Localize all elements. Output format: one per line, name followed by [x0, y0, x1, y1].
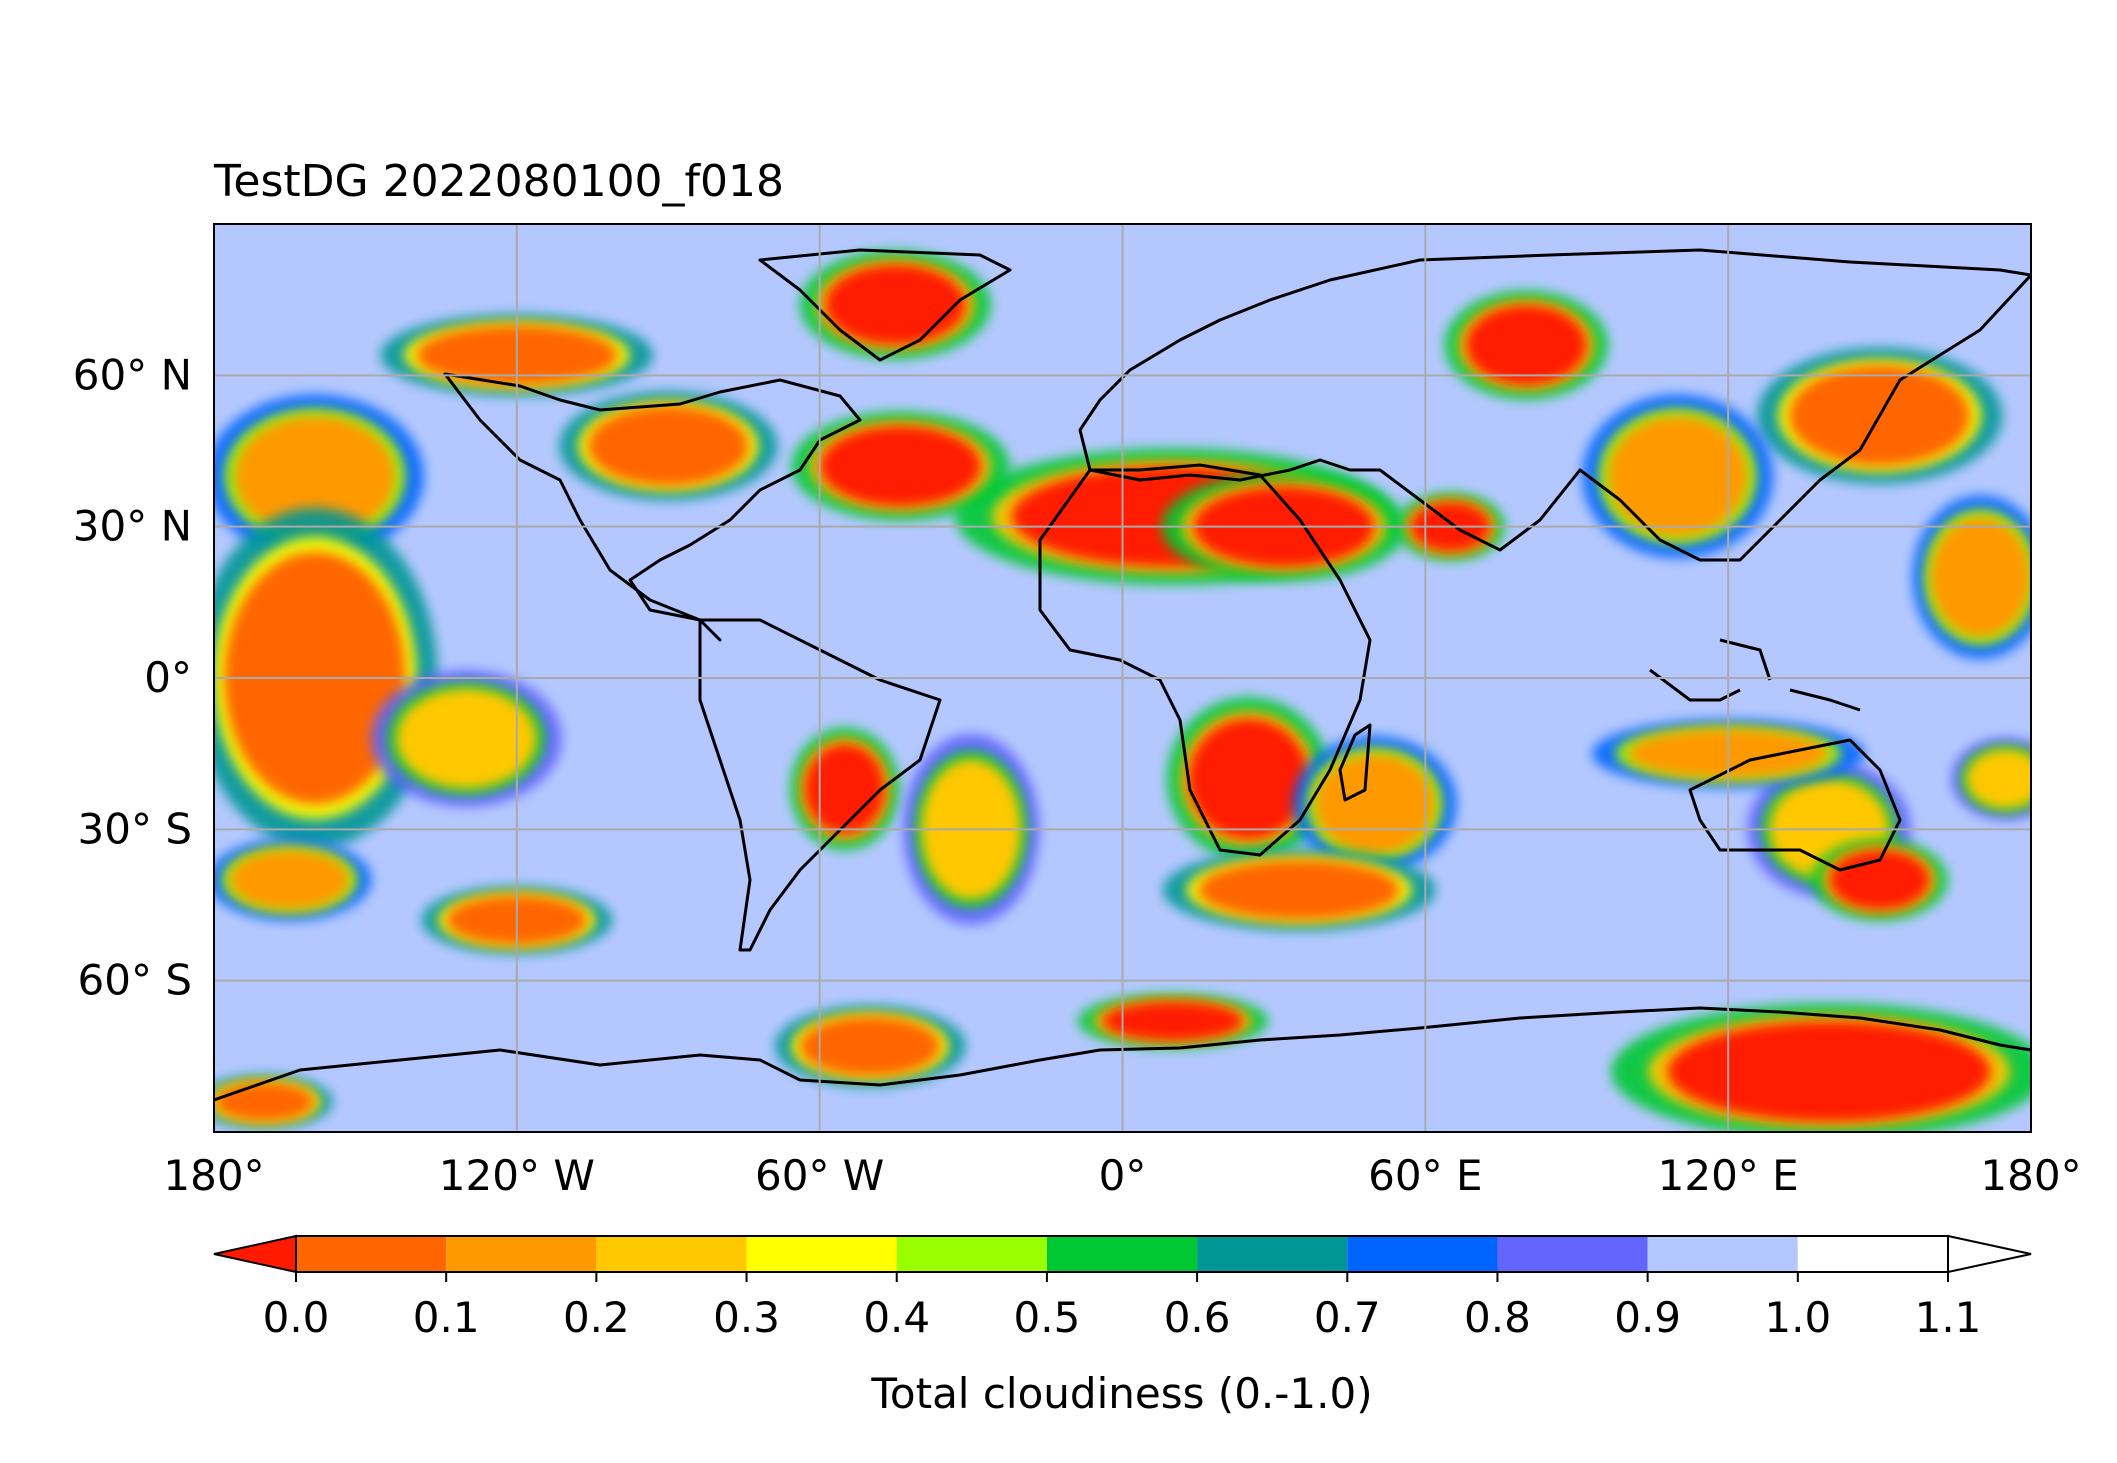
longitude-tick-label: 120° W — [439, 1151, 595, 1200]
colorbar-bin — [1347, 1236, 1498, 1272]
coastline-madagascar — [1338, 723, 1372, 802]
colorbar-tick-label: 0.8 — [1464, 1293, 1531, 1342]
coastline-north-america — [443, 372, 862, 642]
colorbar-frame — [295, 1235, 1949, 1273]
colorbar-bin — [1797, 1236, 1948, 1272]
colorbar-label: Total cloudiness (0.-1.0) — [870, 1369, 1372, 1418]
colorbar-tick-label: 0.2 — [563, 1293, 630, 1342]
longitude-tick-label: 60° W — [755, 1151, 884, 1200]
longitude-tick-label: 180° — [1980, 1151, 2081, 1200]
cloud-patch — [799, 1015, 941, 1077]
cloud-patch — [1102, 1000, 1244, 1042]
coastline-eurasia — [1078, 248, 2031, 562]
longitude-tick-labels: 180° 120° W 60° W 0° 60° E 120° E 180° — [163, 1151, 2081, 1200]
colorbar: 0.0 0.1 0.2 0.3 0.4 0.5 0.6 0.7 0.8 0.9 1.0 1.1 Tot… — [213, 1234, 2032, 1418]
latitude-tick-label: 0° — [144, 653, 192, 702]
cloud-patch — [395, 688, 538, 789]
cloud-patch — [1465, 304, 1587, 386]
cloud-patch — [1198, 859, 1401, 921]
colorbar-bin — [1647, 1236, 1798, 1272]
cloud-field — [214, 250, 2031, 1132]
colorbar-tick-labels: 0.0 0.1 0.2 0.3 0.4 0.5 0.6 0.7 0.8 0.9 1.0 1.1 — [263, 1272, 1982, 1342]
coastline-antarctica — [214, 1006, 2031, 1102]
colorbar-bin — [896, 1236, 1047, 1272]
colorbar-bins — [296, 1236, 1948, 1272]
cloud-patch — [234, 415, 396, 537]
coastline-south-america — [698, 618, 942, 952]
colorbar-bin — [596, 1236, 747, 1272]
coastline-australia — [1688, 738, 1902, 872]
longitude-tick-label: 60° E — [1368, 1151, 1482, 1200]
longitude-tick-label: 120° E — [1658, 1151, 1799, 1200]
latitude-tick-label: 30° S — [78, 804, 192, 853]
cloud-patch — [1667, 1021, 1991, 1122]
colorbar-bin — [746, 1236, 897, 1272]
cloud-patch — [804, 743, 886, 835]
latitude-tick-label: 60° N — [73, 350, 192, 399]
coastline-maritime-continent — [1649, 638, 1861, 712]
cloud-patch — [229, 849, 351, 911]
latitude-tick-labels: 60° N 30° N 0° 30° S 60° S — [73, 350, 192, 1004]
cloud-patch — [1188, 718, 1310, 840]
colorbar-tick-label: 1.1 — [1915, 1293, 1982, 1342]
map-panel — [213, 223, 2032, 1133]
latitude-tick-label: 30° N — [73, 502, 192, 551]
colorbar-bin — [296, 1236, 447, 1272]
colorbar-tick-label: 0.5 — [1014, 1293, 1081, 1342]
colorbar-tick-label: 0.6 — [1164, 1293, 1231, 1342]
longitude-tick-label: 180° — [163, 1151, 264, 1200]
cloud-patch — [214, 1081, 315, 1122]
colorbar-over-arrow — [1947, 1234, 2032, 1274]
colorbar-bin — [1197, 1236, 1348, 1272]
colorbar-bin — [1046, 1236, 1198, 1272]
colorbar-tick-label: 0.9 — [1614, 1293, 1681, 1342]
map-title: TestDG 2022080100_f018 — [213, 156, 784, 207]
coastline-africa — [1038, 463, 1372, 857]
colorbar-tick-label: 0.7 — [1314, 1293, 1381, 1342]
cloud-patch — [824, 264, 967, 346]
cloud-patch — [819, 425, 982, 507]
cloud-patch — [1607, 415, 1749, 537]
colorbar-tick-label: 0.1 — [413, 1293, 480, 1342]
colorbar-tick-label: 0.0 — [263, 1293, 330, 1342]
colorbar-tick-label: 1.0 — [1764, 1293, 1831, 1342]
colorbar-tick-label: 0.3 — [713, 1293, 780, 1342]
map-frame — [213, 223, 2032, 1133]
cloud-patch — [587, 405, 750, 487]
coastlines — [214, 248, 2031, 1102]
colorbar-under-arrow — [213, 1234, 297, 1274]
colorbar-bin — [1497, 1236, 1648, 1272]
colorbar-bin — [446, 1236, 597, 1272]
latitude-tick-label: 60° S — [78, 956, 192, 1005]
cloud-patch — [1314, 753, 1436, 855]
longitude-tick-label: 0° — [1099, 1151, 1147, 1200]
cloud-patch — [1829, 849, 1931, 911]
cloud-patch — [1965, 748, 2031, 810]
cloud-patch — [1930, 516, 2031, 638]
colorbar-tick-label: 0.4 — [863, 1293, 930, 1342]
